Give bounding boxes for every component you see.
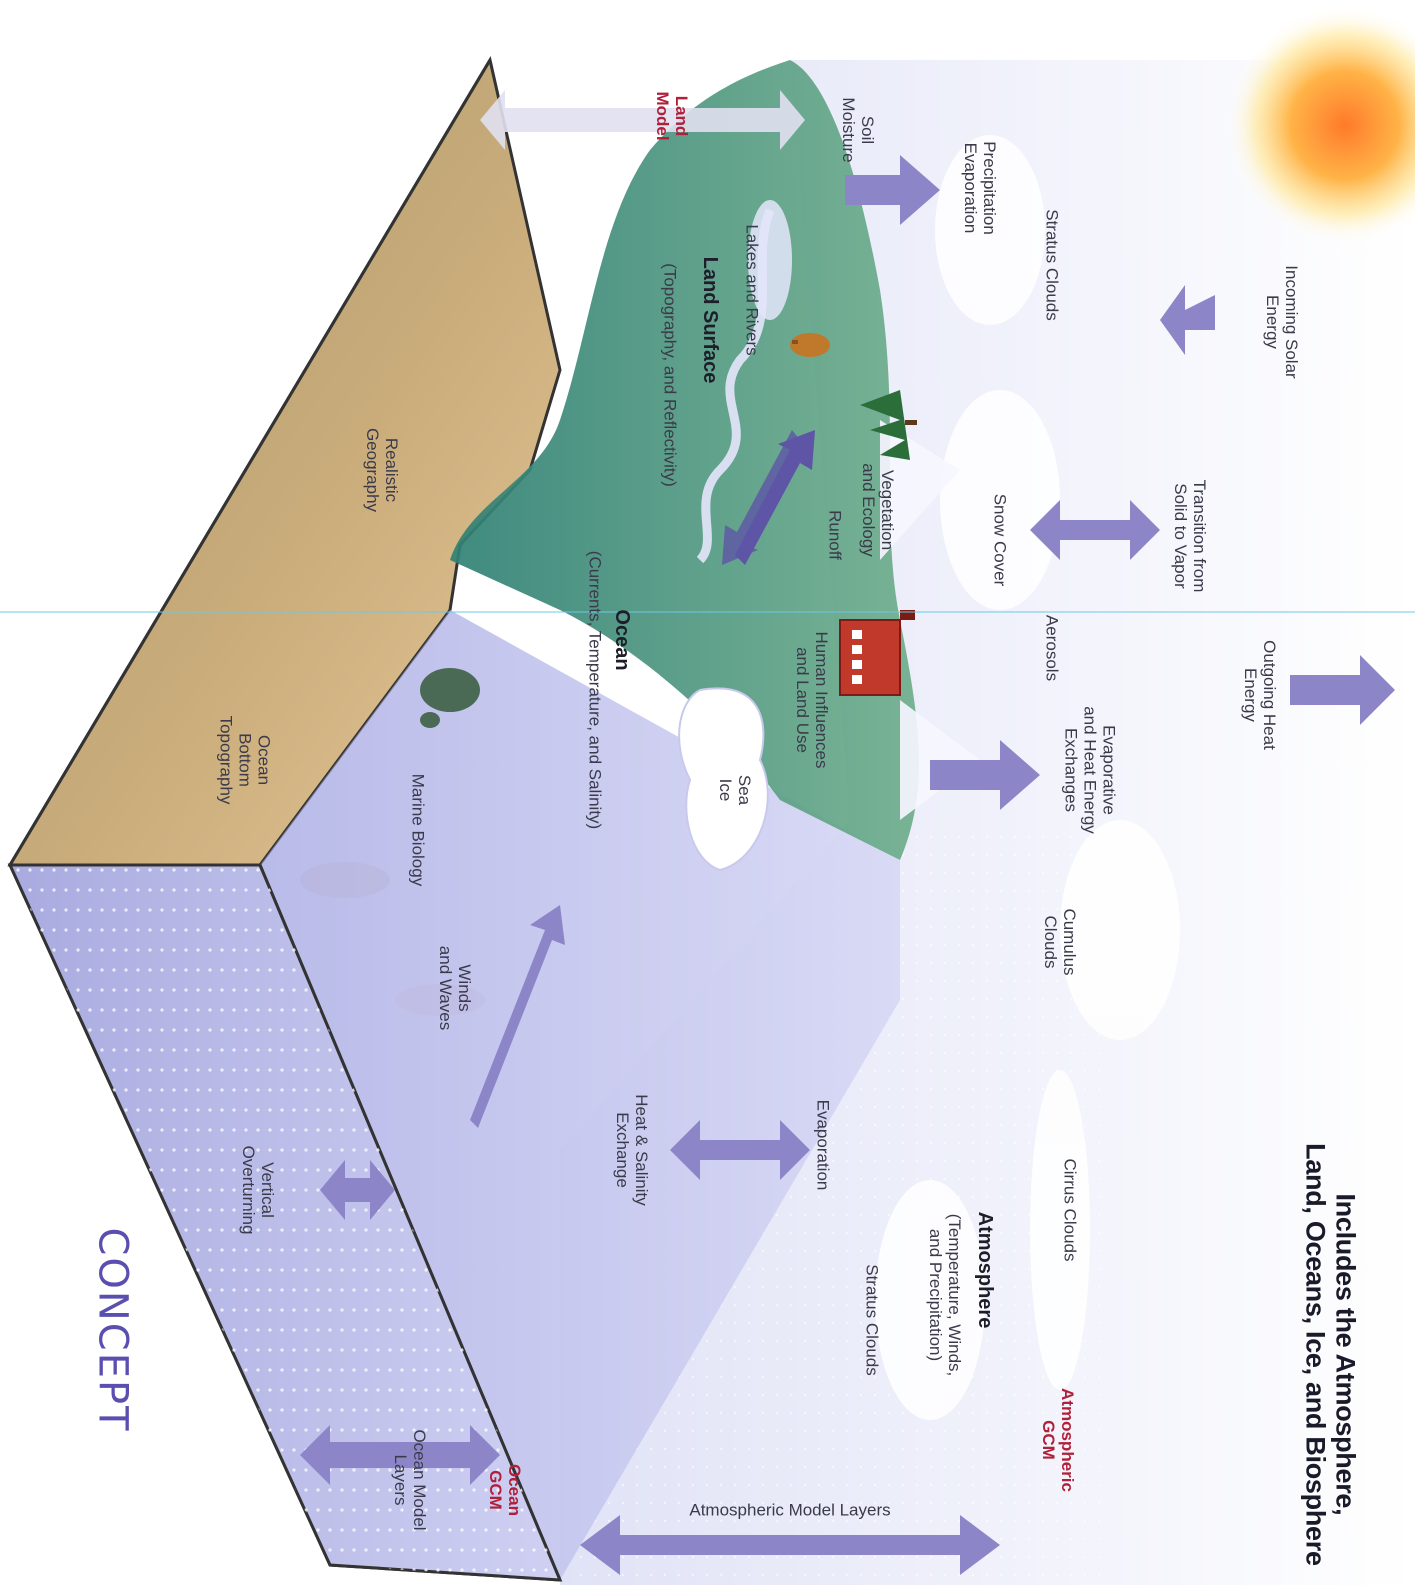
- land-surface: [450, 60, 919, 860]
- vertical-overturning-label: Vertical Overturning: [239, 1145, 278, 1235]
- sun-icon: [1225, 5, 1415, 245]
- title-line-2: Land, Oceans, Ice, and Biosphere: [1300, 1143, 1331, 1566]
- evaporation-label: Evaporation: [813, 1099, 833, 1191]
- transition-label: Transition from Solid to Vapor: [1171, 479, 1210, 593]
- energy-flow-arrows: [300, 90, 1395, 1575]
- cumulus-clouds-label: Cumulus Clouds: [1041, 908, 1080, 976]
- marine-biology-label: Marine Biology: [408, 773, 428, 887]
- vegetation-label: Vegetation and Ecology: [859, 463, 898, 557]
- snow-cover-label: Snow Cover: [990, 493, 1010, 587]
- outgoing-heat-label: Outgoing Heat Energy: [1241, 640, 1280, 750]
- stratus-clouds-right-label: Stratus Clouds: [862, 1264, 882, 1376]
- incoming-solar-label: Incoming Solar Energy: [1263, 265, 1302, 379]
- precip-evap-label: Precipitation Evaporation: [961, 141, 1000, 235]
- tree-icon: [860, 390, 917, 460]
- land-surface-title: Land Surface: [699, 256, 722, 384]
- winds-waves-label: Winds and Waves: [436, 945, 475, 1031]
- sea-ice-icon: [678, 687, 769, 872]
- fish-icon: [300, 862, 485, 1016]
- ocean-subtitle: (Currents, Temperature, and Salinity): [585, 550, 605, 830]
- land-surface-subtitle: (Topography, and Reflectivity): [660, 263, 680, 487]
- land-model-label: Land Model: [653, 91, 692, 141]
- realistic-geography-label: Realistic Geography: [363, 427, 402, 513]
- ocean-model-layers-label: Ocean Model Layers: [391, 1429, 430, 1531]
- runoff-label: Runoff: [825, 510, 845, 560]
- atmospheric-gcm-label: Atmospheric GCM: [1039, 1388, 1078, 1492]
- atmosphere-title: Atmosphere: [974, 1211, 997, 1329]
- factory-icon: [839, 610, 915, 696]
- cirrus-clouds-label: Cirrus Clouds: [1060, 1158, 1080, 1262]
- animal-icon: [790, 333, 830, 357]
- sea-ice-label: Sea Ice: [716, 774, 755, 806]
- atmospheric-model-layers-label: Atmospheric Model Layers: [689, 1500, 891, 1520]
- turtle-icon: [420, 668, 480, 728]
- stratus-clouds-left-label: Stratus Clouds: [1042, 209, 1062, 321]
- evaporative-exchanges-label: Evaporative and Heat Energy Exchanges: [1061, 706, 1119, 834]
- ocean-title: Ocean: [611, 609, 634, 671]
- human-influences-label: Human Influences and Land Use: [793, 631, 832, 769]
- aerosols-label: Aerosols: [1042, 614, 1062, 682]
- diagram-title-line-2: Land, Oceans, Ice, and Biosphere: [1272, 1114, 1357, 1566]
- concept-handwritten-label: CONCEPT: [89, 1227, 136, 1433]
- clouds: [875, 135, 1180, 1420]
- atmosphere-subtitle: (Temperature, Winds, and Precipitation): [926, 1213, 965, 1377]
- soil-moisture-label: Soil Moisture: [839, 97, 878, 163]
- lakes-rivers-label: Lakes and Rivers: [742, 224, 762, 356]
- heat-salinity-label: Heat & Salinity Exchange: [613, 1094, 652, 1206]
- ocean-bottom-label: Ocean Bottom Topography: [216, 715, 274, 805]
- runoff-arrow: [735, 430, 815, 565]
- ocean-gcm-label: Ocean GCM: [486, 1464, 525, 1516]
